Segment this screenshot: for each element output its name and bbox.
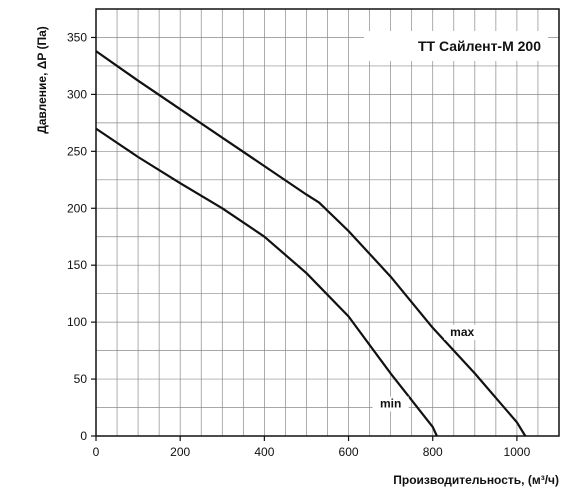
x-tick-label: 1000 [504,445,531,459]
y-tick-label: 350 [67,30,87,44]
curves: max min [95,50,527,437]
curve-max [95,50,527,437]
curve-label-max: max [450,325,474,339]
y-tick-label: 150 [67,258,87,272]
curve-min [95,127,438,437]
y-tick-labels: 0 50 100 150 200 250 300 350 [67,30,87,443]
y-tick-label: 250 [67,144,87,158]
plot-frame [95,8,560,437]
curve-label-bg [372,396,409,412]
y-tick-label: 50 [74,372,88,386]
axes [91,36,518,441]
y-axis-title: Давление, ΔP (Па) [35,26,49,134]
curve-label-min: min [380,397,401,411]
y-tick-label: 100 [67,315,87,329]
chart-title-box [364,31,548,61]
x-tick-label: 800 [423,445,443,459]
plot-area: max min [91,8,560,441]
x-tick-label: 0 [93,445,100,459]
chart-title: ТТ Сайлент-М 200 [418,38,541,54]
y-tick-label: 200 [67,201,87,215]
x-axis-title: Производительность, (м³/ч) [393,473,559,487]
x-tick-labels: 0 200 400 600 800 1000 [93,445,531,459]
x-tick-label: 600 [339,445,359,459]
x-tick-label: 400 [254,445,274,459]
y-tick-label: 0 [80,429,87,443]
x-tick-label: 200 [170,445,190,459]
y-tick-label: 300 [67,87,87,101]
curve-label-bg [444,324,481,340]
